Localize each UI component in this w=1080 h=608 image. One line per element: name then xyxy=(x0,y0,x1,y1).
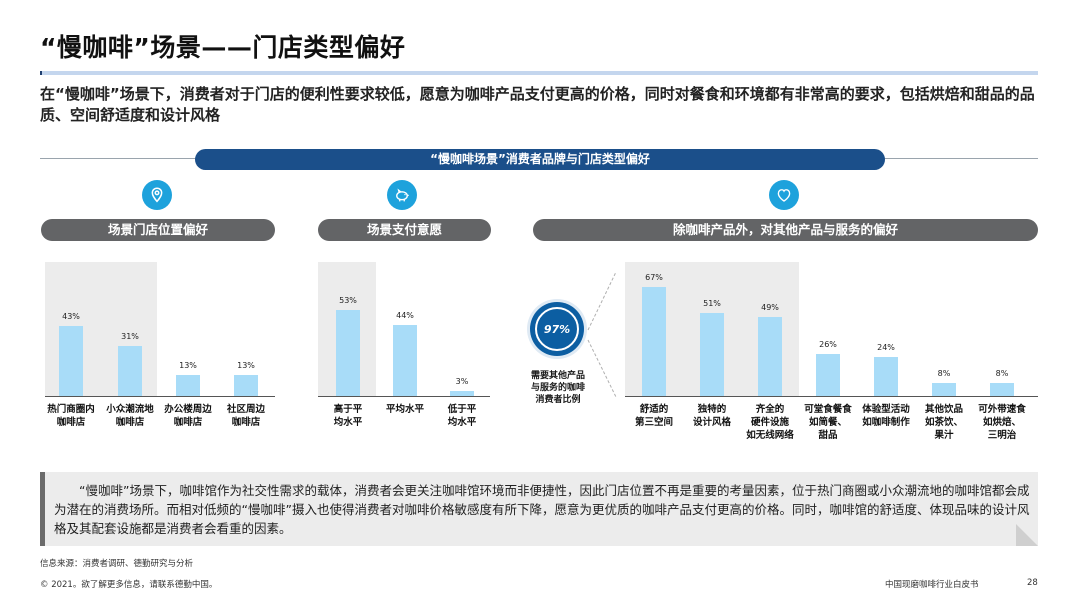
bar xyxy=(700,313,724,396)
page-number: 28 xyxy=(1027,578,1038,588)
piggy-bank-icon xyxy=(387,180,417,210)
callout-bracket xyxy=(587,271,617,398)
bar-value-label: 24% xyxy=(877,343,895,353)
category-label: 独特的 设计风格 xyxy=(692,404,731,428)
title-rule xyxy=(40,71,1038,75)
note-box xyxy=(40,472,1038,546)
category-label: 舒适的 第三空间 xyxy=(634,404,673,428)
bar xyxy=(118,345,142,396)
bar-value-label: 13% xyxy=(237,360,255,370)
bar-value-label: 43% xyxy=(62,312,80,322)
bar xyxy=(874,357,898,396)
category-label: 社区周边 咖啡店 xyxy=(226,404,265,428)
category-label: 小众潮流地 咖啡店 xyxy=(106,404,154,428)
category-label: 办公楼周边 咖啡店 xyxy=(164,404,212,428)
x-axis xyxy=(318,396,490,397)
report-name: 中国现磨咖啡行业白皮书 xyxy=(885,580,979,590)
callout-value: 97% xyxy=(535,307,579,351)
bar xyxy=(758,316,782,396)
bar xyxy=(450,391,474,396)
bar-value-label: 51% xyxy=(703,299,721,309)
location-pin-icon xyxy=(142,180,172,210)
callout-ring: 97% xyxy=(530,302,584,356)
category-label: 体验型活动 如咖啡制作 xyxy=(862,404,910,428)
bar xyxy=(176,374,200,396)
note-text: “慢咖啡”场景下，咖啡馆作为社交性需求的载体，消费者会更关注咖啡馆环境而非便捷性… xyxy=(54,483,1030,536)
bar xyxy=(336,310,360,396)
page-title: “慢咖啡”场景——门店类型偏好 xyxy=(40,33,406,62)
x-axis xyxy=(45,396,275,397)
heart-icon xyxy=(769,180,799,210)
bar xyxy=(990,383,1014,396)
category-label: 可堂食餐食 如简餐、 甜品 xyxy=(804,404,852,441)
bar-value-label: 13% xyxy=(179,360,197,370)
section-pill-other-services: 除咖啡产品外，对其他产品与服务的偏好 xyxy=(533,219,1038,241)
source-note: 信息来源：消费者调研、德勤研究与分析 xyxy=(40,559,194,569)
category-label: 热门商圈内 咖啡店 xyxy=(47,404,95,428)
note-page-fold xyxy=(1016,524,1038,546)
note-accent-bar xyxy=(40,472,45,546)
bar xyxy=(932,383,956,396)
bar-value-label: 8% xyxy=(995,369,1009,379)
category-label: 其他饮品 如茶饮、 果汁 xyxy=(924,404,963,441)
section-banner: “慢咖啡场景”消费者品牌与门店类型偏好 xyxy=(195,149,885,170)
category-label: 齐全的 硬件设施 如无线网络 xyxy=(746,404,794,441)
category-label: 低于平 均水平 xyxy=(447,404,477,428)
bar-value-label: 49% xyxy=(761,302,779,312)
category-label: 可外带速食 如烘焙、 三明治 xyxy=(978,404,1026,441)
callout-label: 需要其他产品与服务的咖啡消费者比例 xyxy=(530,371,585,405)
bar-value-label: 67% xyxy=(645,273,663,283)
bar-value-label: 26% xyxy=(819,339,837,349)
section-pill-payment: 场景支付意愿 xyxy=(318,219,491,241)
bar-value-label: 44% xyxy=(396,310,414,320)
category-label: 平均水平 xyxy=(385,404,424,415)
bar xyxy=(816,353,840,396)
copyright: © 2021。欲了解更多信息，请联系德勤中国。 xyxy=(40,580,218,590)
bar-value-label: 53% xyxy=(339,296,357,306)
bar-value-label: 8% xyxy=(937,369,951,379)
bar xyxy=(59,326,83,396)
bar xyxy=(642,287,666,396)
bar xyxy=(234,374,258,396)
category-label: 高于平 均水平 xyxy=(333,404,363,428)
bar xyxy=(393,324,417,396)
x-axis xyxy=(625,396,1038,397)
bar-value-label: 31% xyxy=(121,331,139,341)
bar-value-label: 3% xyxy=(455,377,469,387)
section-pill-location: 场景门店位置偏好 xyxy=(41,219,275,241)
summary-text: 在“慢咖啡”场景下，消费者对于门店的便利性要求较低，愿意为咖啡产品支付更高的价格… xyxy=(40,85,1035,124)
